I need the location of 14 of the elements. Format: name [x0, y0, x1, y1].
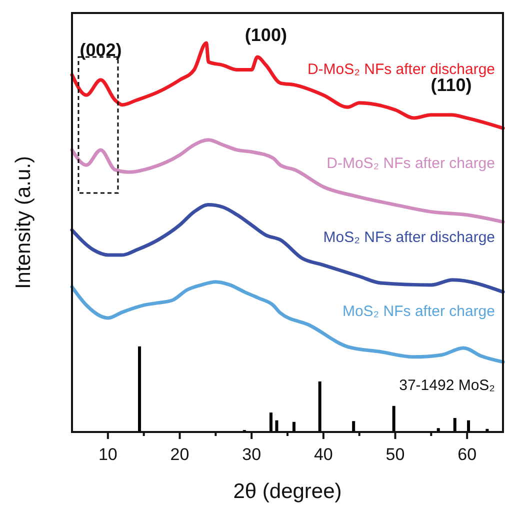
x-tick-label: 50 — [386, 445, 405, 464]
x-tick-label: 30 — [242, 445, 262, 464]
series-label: MoS₂ NFs after discharge — [323, 229, 495, 246]
annotation: (100) — [244, 25, 287, 46]
x-tick-label: 40 — [314, 445, 333, 464]
series-label: MoS₂ NFs after charge — [342, 302, 495, 320]
series-label: 37-1492 MoS₂ — [399, 377, 496, 394]
x-tick-label: 60 — [458, 445, 477, 464]
x-axis-title: 2θ (degree) — [233, 480, 342, 503]
annotation: (002) — [80, 40, 122, 60]
series-label: D-MoS₂ NFs after charge — [326, 155, 495, 172]
y-axis-title: Intensity (a.u.) — [12, 156, 35, 290]
x-tick-label: 10 — [98, 445, 118, 464]
x-tick-label: 20 — [170, 445, 190, 464]
